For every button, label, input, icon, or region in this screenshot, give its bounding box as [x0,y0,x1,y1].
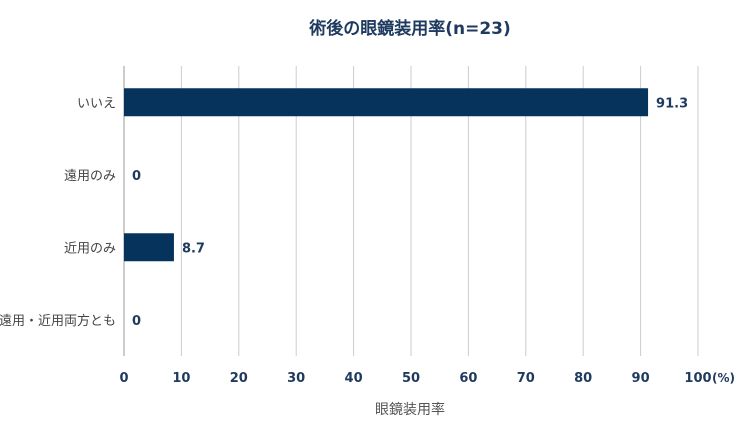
x-tick-label: 60 [459,371,477,386]
x-tick-labels: 0 10 20 30 40 50 60 70 80 90 100 (%) [119,371,735,386]
x-tick-label: 90 [632,371,650,386]
x-tick-label: 30 [287,371,305,386]
x-tick-label: 80 [574,371,592,386]
category-label: 遠用のみ [64,169,116,184]
data-label: 0 [132,169,141,184]
x-tick-label: 70 [517,371,535,386]
bar [124,233,174,262]
bar [124,88,649,117]
data-label: 8.7 [182,241,205,256]
data-label: 91.3 [656,96,688,111]
data-label: 0 [132,314,141,329]
bars [124,88,649,262]
x-tick-label: 10 [172,371,190,386]
x-tick-label: 40 [345,371,363,386]
x-tick-label: 50 [402,371,420,386]
category-label: 近用のみ [64,241,116,256]
data-labels: 91.3 0 8.7 0 [132,96,688,329]
x-axis-title: 眼鏡装用率 [375,401,445,418]
x-tick-label: 0 [119,371,128,386]
x-tick-label: 100 [684,371,711,386]
category-label: いいえ [77,96,116,111]
category-label: 遠用・近用両方とも [0,313,116,329]
x-axis-unit: (%) [712,371,735,385]
chart-title: 術後の眼鏡装用率(n=23) [308,18,511,39]
x-tick-label: 20 [230,371,248,386]
